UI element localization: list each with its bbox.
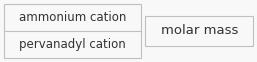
Text: molar mass: molar mass (161, 24, 238, 38)
Bar (145, 16, 253, 46)
Text: pervanadyl cation: pervanadyl cation (19, 38, 126, 51)
Bar (4, 4, 142, 58)
Text: ammonium cation: ammonium cation (19, 11, 126, 24)
